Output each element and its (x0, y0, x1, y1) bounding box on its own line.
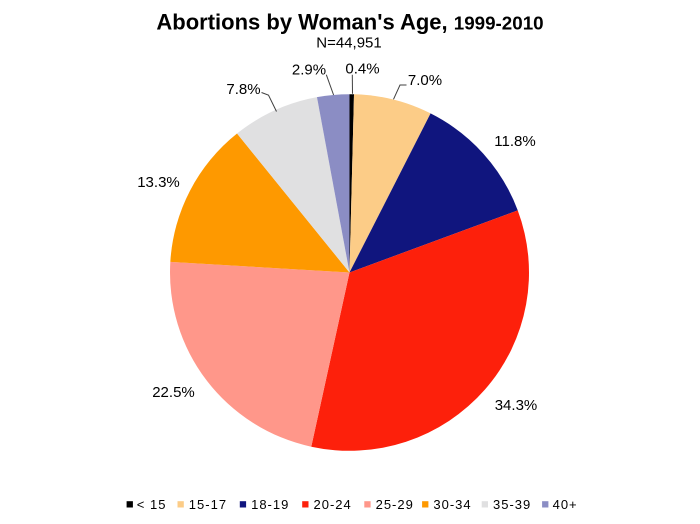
svg-text:Abortions by Woman's Age, 1999: Abortions by Woman's Age, 1999-2010 (156, 10, 543, 35)
svg-text:11.8%: 11.8% (494, 133, 535, 150)
svg-text:34.3%: 34.3% (495, 397, 538, 414)
svg-text:7.0%: 7.0% (408, 72, 442, 89)
svg-text:7.8%: 7.8% (226, 81, 260, 98)
svg-text:< 15: < 15 (137, 497, 167, 512)
svg-text:40+: 40+ (553, 497, 578, 512)
svg-text:18-19: 18-19 (251, 497, 289, 512)
svg-text:22.5%: 22.5% (152, 384, 195, 401)
svg-text:2.9%: 2.9% (292, 62, 326, 79)
svg-text:35-39: 35-39 (493, 497, 531, 512)
svg-text:13.3%: 13.3% (137, 174, 180, 191)
svg-text:30-34: 30-34 (433, 497, 471, 512)
svg-text:20-24: 20-24 (314, 497, 352, 512)
svg-text:15-17: 15-17 (189, 497, 227, 512)
svg-text:0.4%: 0.4% (345, 61, 379, 78)
svg-text:25-29: 25-29 (376, 497, 414, 512)
svg-text:N=44,951: N=44,951 (316, 34, 381, 51)
